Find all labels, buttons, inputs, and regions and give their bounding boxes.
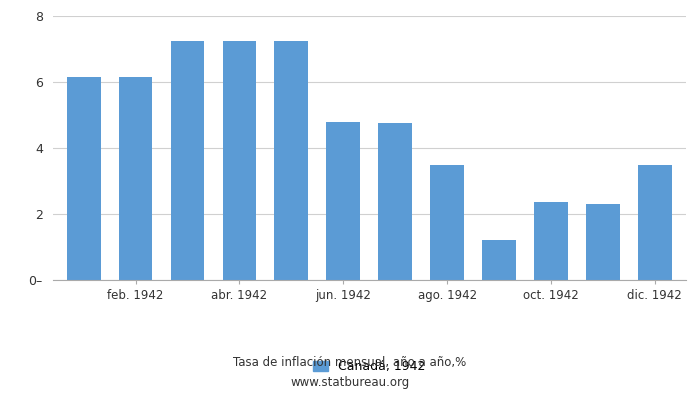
Bar [534,202,568,280]
Text: www.statbureau.org: www.statbureau.org [290,376,410,389]
Text: Tasa de inflación mensual, año a año,%: Tasa de inflación mensual, año a año,% [233,356,467,369]
Legend: Canadá, 1942: Canadá, 1942 [313,360,426,373]
Bar [171,41,204,280]
Bar [378,123,412,280]
Bar [482,240,516,280]
Bar [638,164,672,280]
Bar [430,164,464,280]
Bar [119,77,153,280]
Bar [66,77,101,280]
Bar [586,204,620,280]
Bar [326,122,361,280]
Bar [223,41,256,280]
Bar [274,41,308,280]
